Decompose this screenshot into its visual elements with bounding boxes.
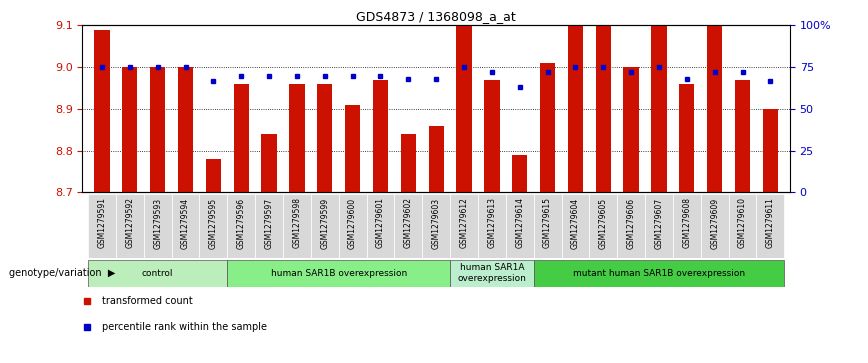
Bar [589,194,617,258]
Text: GSM1279610: GSM1279610 [738,197,747,248]
Text: GSM1279611: GSM1279611 [766,197,775,248]
Bar [700,194,728,258]
Text: GSM1279609: GSM1279609 [710,197,720,249]
Bar [339,194,366,258]
Text: GSM1279607: GSM1279607 [654,197,663,249]
Text: GSM1279604: GSM1279604 [571,197,580,249]
Bar [645,194,673,258]
Bar [478,194,506,258]
Bar [317,84,332,192]
Text: GSM1279613: GSM1279613 [487,197,496,248]
Text: GSM1279603: GSM1279603 [431,197,441,249]
Text: GSM1279602: GSM1279602 [404,197,413,248]
Text: GSM1279615: GSM1279615 [543,197,552,248]
Title: GDS4873 / 1368098_a_at: GDS4873 / 1368098_a_at [356,10,516,23]
Text: GSM1279608: GSM1279608 [682,197,691,248]
Text: GSM1279591: GSM1279591 [97,197,107,248]
Bar [707,17,722,192]
Bar [261,134,277,192]
Text: GSM1279596: GSM1279596 [237,197,246,249]
Bar [88,260,227,287]
Text: percentile rank within the sample: percentile rank within the sample [102,322,267,333]
Bar [422,194,450,258]
Bar [623,67,639,192]
Bar [651,21,667,192]
Bar [227,194,255,258]
Bar [450,260,534,287]
Bar [311,194,339,258]
Bar [735,79,750,192]
Bar [679,84,694,192]
Bar [345,105,360,192]
Bar [95,29,109,192]
Bar [673,194,700,258]
Bar [534,194,562,258]
Text: GSM1279605: GSM1279605 [599,197,608,249]
Bar [200,194,227,258]
Bar [206,159,221,192]
Bar [429,126,444,192]
Bar [534,260,785,287]
Bar [457,13,471,192]
Text: mutant human SAR1B overexpression: mutant human SAR1B overexpression [573,269,745,278]
Text: GSM1279598: GSM1279598 [293,197,301,248]
Bar [617,194,645,258]
Bar [728,194,756,258]
Text: GSM1279612: GSM1279612 [459,197,469,248]
Text: GSM1279600: GSM1279600 [348,197,357,249]
Bar [122,67,137,192]
Bar [283,194,311,258]
Bar [394,194,422,258]
Text: GSM1279601: GSM1279601 [376,197,385,248]
Bar [88,194,116,258]
Bar [373,79,388,192]
Text: genotype/variation  ▶: genotype/variation ▶ [9,268,115,278]
Bar [172,194,200,258]
Bar [227,260,450,287]
Bar [484,79,499,192]
Bar [512,155,528,192]
Text: GSM1279592: GSM1279592 [125,197,135,248]
Bar [144,194,172,258]
Bar [233,84,249,192]
Text: GSM1279593: GSM1279593 [153,197,162,249]
Bar [450,194,478,258]
Text: GSM1279595: GSM1279595 [209,197,218,249]
Bar [568,4,583,192]
Text: GSM1279594: GSM1279594 [181,197,190,249]
Bar [255,194,283,258]
Text: human SAR1B overexpression: human SAR1B overexpression [271,269,407,278]
Bar [150,67,165,192]
Text: GSM1279599: GSM1279599 [320,197,329,249]
Bar [595,13,611,192]
Bar [289,84,305,192]
Text: control: control [141,269,174,278]
Bar [178,67,194,192]
Bar [401,134,416,192]
Text: GSM1279614: GSM1279614 [516,197,524,248]
Bar [366,194,394,258]
Bar [506,194,534,258]
Bar [540,63,556,192]
Text: transformed count: transformed count [102,296,193,306]
Text: human SAR1A
overexpression: human SAR1A overexpression [457,264,526,283]
Text: GSM1279597: GSM1279597 [265,197,273,249]
Text: GSM1279606: GSM1279606 [627,197,635,249]
Bar [763,109,778,192]
Bar [116,194,144,258]
Bar [756,194,785,258]
Bar [562,194,589,258]
